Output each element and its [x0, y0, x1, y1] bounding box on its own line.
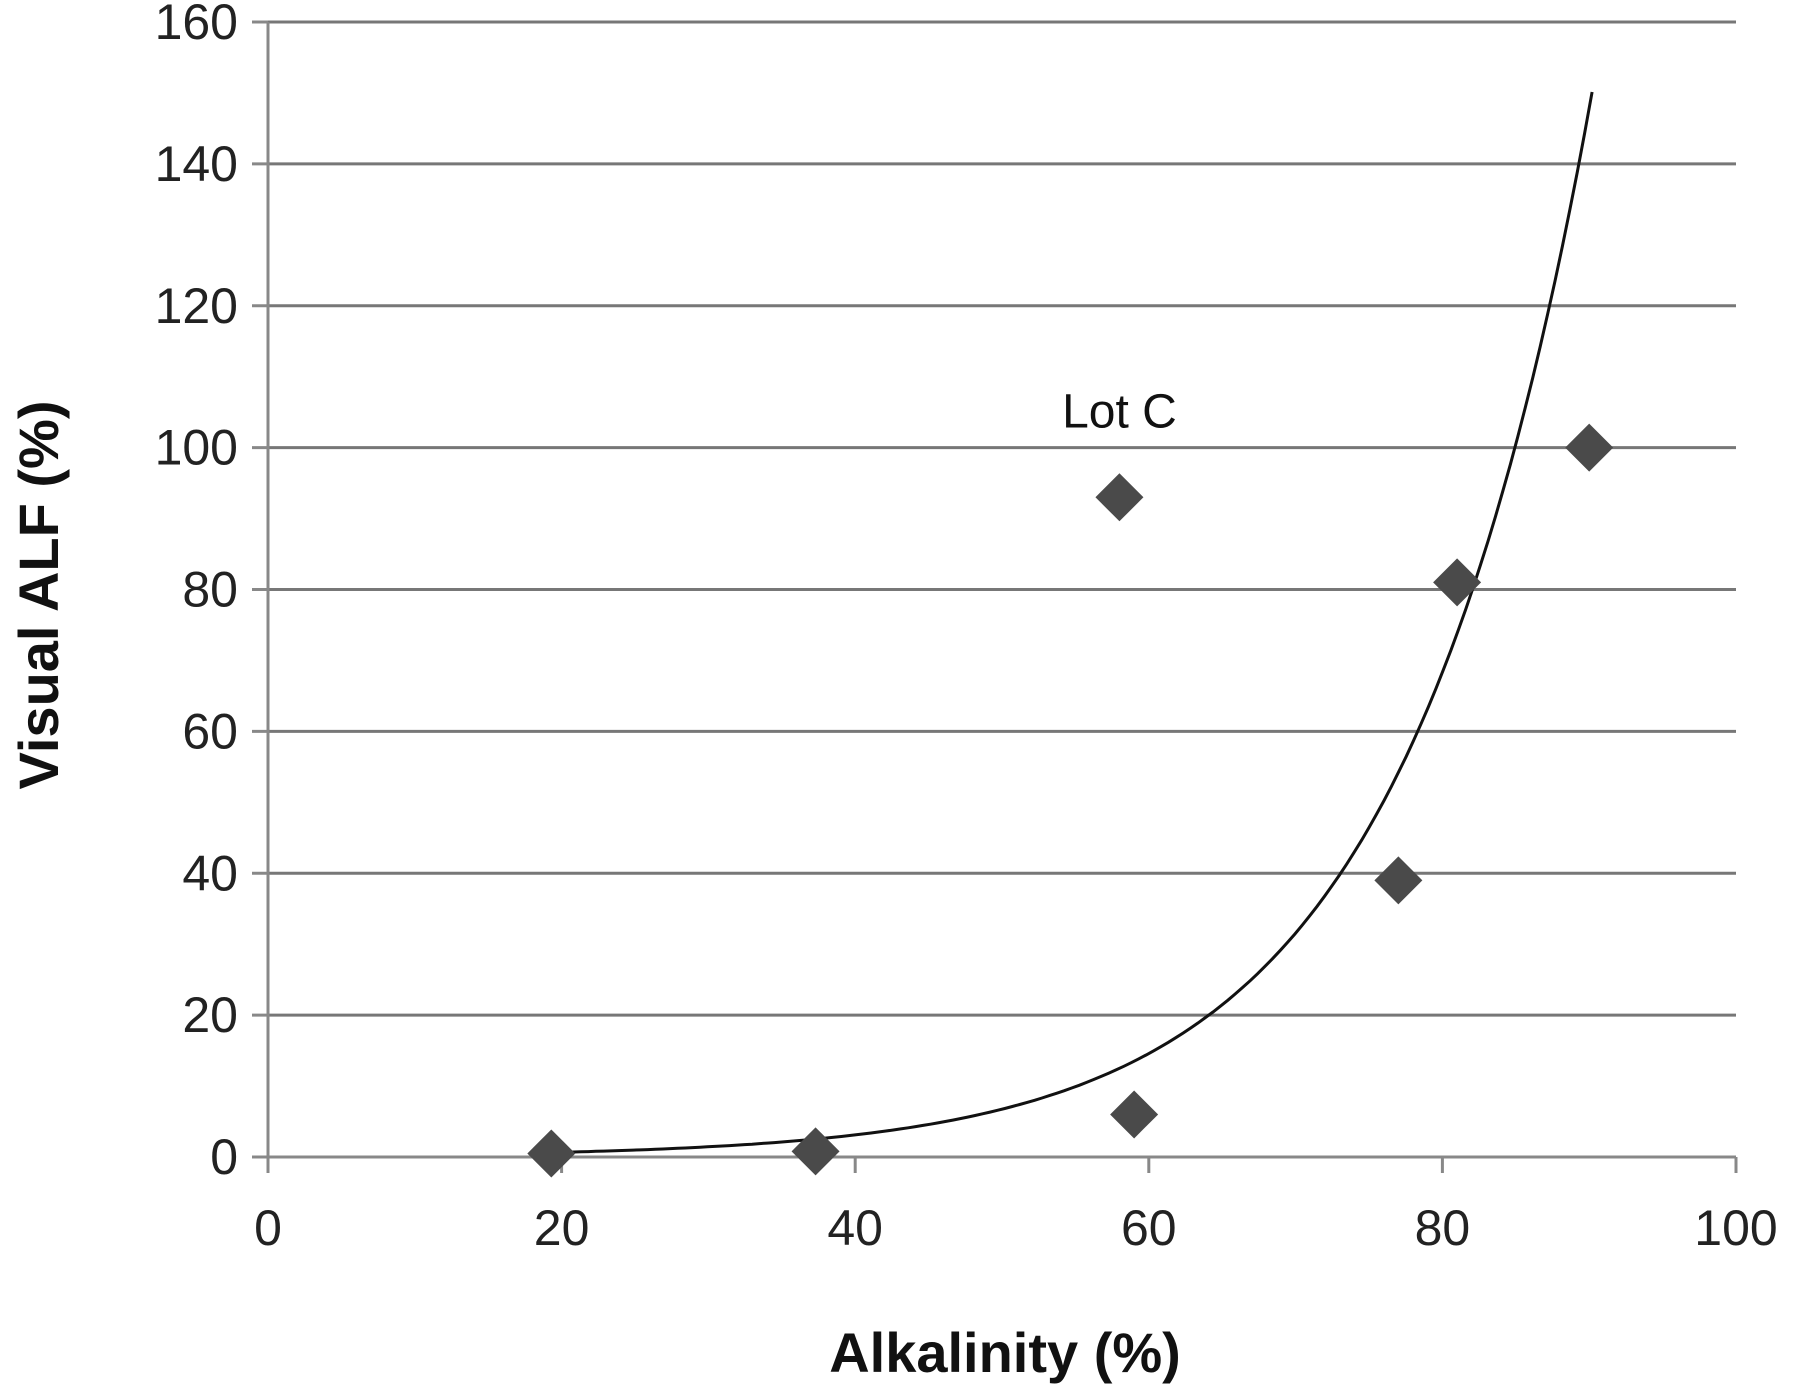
data-point-1 [527, 1129, 576, 1178]
data-point-5 [1374, 856, 1423, 905]
annotations: Lot C [1062, 385, 1177, 438]
y-tick-label: 60 [182, 703, 238, 759]
y-tick-label: 20 [182, 987, 238, 1043]
trendline [551, 91, 1594, 1154]
x-tick-label: 0 [254, 1200, 282, 1256]
y-tick-label: 120 [155, 278, 238, 334]
x-tick-label: 80 [1415, 1200, 1471, 1256]
y-tick-label: 0 [210, 1129, 238, 1185]
data-point-4 [1110, 1090, 1159, 1139]
data-point-2 [791, 1127, 840, 1176]
y-tick-label: 100 [155, 420, 238, 476]
axes [252, 20, 1738, 1173]
data-point-3 [1095, 473, 1144, 522]
x-tick-label: 40 [827, 1200, 883, 1256]
y-tick-label: 80 [182, 562, 238, 618]
data-point-7 [1565, 423, 1614, 472]
y-tick-label: 140 [155, 136, 238, 192]
y-axis-title: Visual ALF (%) [7, 401, 70, 790]
tick-labels: 0 20 40 60 80 100 120 140 160 0 20 40 60 80 100 [155, 0, 1778, 1256]
y-tick-label: 160 [155, 0, 238, 50]
data-points [527, 423, 1614, 1178]
x-tick-label: 100 [1694, 1200, 1777, 1256]
x-tick-label: 20 [534, 1200, 590, 1256]
gridlines [268, 20, 1736, 1017]
y-tick-label: 40 [182, 845, 238, 901]
x-tick-label: 60 [1121, 1200, 1177, 1256]
x-axis-title: Alkalinity (%) [829, 1321, 1181, 1384]
annotation-label: Lot C [1062, 385, 1177, 438]
data-point-6 [1433, 558, 1482, 607]
